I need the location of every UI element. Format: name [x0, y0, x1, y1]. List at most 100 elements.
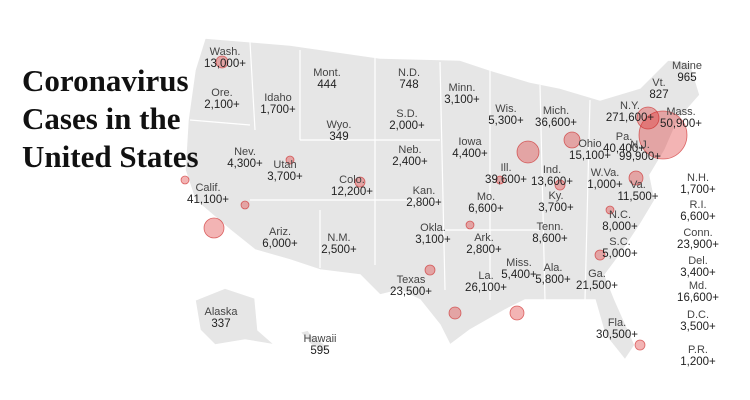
state-name: Ariz. — [269, 226, 291, 238]
case-count: 21,500+ — [576, 280, 618, 292]
state-name: Mont. — [313, 67, 341, 79]
state-name: Mass. — [666, 106, 695, 118]
bubble — [448, 306, 462, 320]
bubble — [240, 200, 250, 210]
case-count: 2,800+ — [406, 197, 442, 209]
case-count: 99,900+ — [619, 151, 661, 163]
case-count: 6,000+ — [262, 238, 298, 250]
case-count: 595 — [310, 345, 329, 357]
case-count: 3,100+ — [415, 234, 451, 246]
state-name: Neb. — [398, 144, 421, 156]
case-count: 13,000+ — [204, 58, 246, 70]
state-name: Ark. — [474, 232, 494, 244]
state-name: Calif. — [195, 182, 220, 194]
state-name: Minn. — [449, 82, 476, 94]
case-count: 2,500+ — [321, 244, 357, 256]
state-name: Mich. — [543, 105, 569, 117]
state-name: N.J. — [630, 139, 650, 151]
state-name: Ore. — [211, 87, 232, 99]
bubble — [605, 205, 615, 215]
bubble — [563, 131, 581, 149]
case-count: 50,900+ — [660, 118, 702, 130]
state-name: Md. — [689, 280, 707, 292]
bubble — [495, 175, 505, 185]
state-name: Tenn. — [537, 221, 564, 233]
state-name: Ga. — [588, 268, 606, 280]
state-name: D.C. — [687, 309, 709, 321]
state-name: Ala. — [544, 262, 563, 274]
bubble — [638, 110, 688, 160]
case-count: 827 — [649, 89, 668, 101]
case-count: 8,600+ — [532, 233, 568, 245]
case-count: 6,600+ — [468, 203, 504, 215]
case-bubbles — [180, 55, 688, 351]
state-name: Okla. — [420, 222, 446, 234]
state-name: N.D. — [398, 67, 420, 79]
bubble — [516, 140, 540, 164]
state-name: Hawaii — [303, 333, 336, 345]
bubble — [203, 217, 225, 239]
case-count: 965 — [677, 72, 696, 84]
case-count: 13,600+ — [531, 176, 573, 188]
bubble — [594, 249, 606, 261]
state-name: Alaska — [204, 306, 238, 318]
state-name: S.C. — [609, 236, 630, 248]
case-count: 3,700+ — [267, 171, 303, 183]
case-count: 12,200+ — [331, 186, 373, 198]
state-name: Iowa — [458, 136, 482, 148]
case-count: 2,100+ — [204, 99, 240, 111]
state-name: Wash. — [210, 46, 241, 58]
case-count: 4,300+ — [227, 158, 263, 170]
case-count: 3,100+ — [444, 94, 480, 106]
case-count: 26,100+ — [465, 282, 507, 294]
state-name: W.Va. — [591, 167, 620, 179]
state-name: P.R. — [688, 344, 708, 356]
state-name: Pa. — [616, 131, 633, 143]
case-count: 3,700+ — [538, 202, 574, 214]
case-count: 6,600+ — [680, 211, 716, 223]
bubble — [180, 175, 190, 185]
bubble — [285, 155, 295, 165]
state-name: S.D. — [396, 108, 417, 120]
bubble — [424, 264, 436, 276]
case-count: 3,400+ — [680, 267, 716, 279]
state-borders — [189, 41, 591, 301]
case-count: 5,800+ — [535, 274, 571, 286]
state-name: Ind. — [543, 164, 561, 176]
case-count: 1,000+ — [587, 179, 623, 191]
case-count: 40,400+ — [603, 143, 645, 155]
case-count: 30,500+ — [596, 329, 638, 341]
case-count: 5,400+ — [501, 269, 537, 281]
border — [189, 41, 591, 301]
bubble — [628, 170, 644, 186]
bubble — [636, 106, 660, 130]
state-labels: Wash.13,000+Ore.2,100+Idaho1,700+Mont.44… — [187, 46, 719, 368]
state-name: Mo. — [477, 191, 495, 203]
case-count: 16,600+ — [677, 292, 719, 304]
case-count: 337 — [211, 318, 230, 330]
state-name: Vt. — [652, 77, 665, 89]
case-count: 15,100+ — [569, 150, 611, 162]
case-count: 1,700+ — [680, 184, 716, 196]
case-count: 23,900+ — [677, 239, 719, 251]
state-name: Maine — [672, 60, 702, 72]
state-name: Conn. — [683, 227, 712, 239]
case-count: 8,000+ — [602, 221, 638, 233]
bubble — [215, 55, 229, 69]
case-count: 41,100+ — [187, 194, 229, 206]
bubble — [465, 220, 475, 230]
state-name: Del. — [688, 255, 708, 267]
state-name: N.H. — [687, 172, 709, 184]
state-name: N.M. — [327, 232, 350, 244]
state-name: Texas — [397, 274, 426, 286]
case-count: 11,500+ — [617, 191, 658, 203]
state-name: Ky. — [548, 190, 563, 202]
case-count: 2,000+ — [389, 120, 425, 132]
state-name: Ohio — [578, 138, 601, 150]
state-name: N.Y. — [620, 100, 640, 112]
state-name: Fla. — [608, 317, 626, 329]
state-name: Miss. — [506, 257, 532, 269]
case-count: 36,600+ — [535, 117, 577, 129]
